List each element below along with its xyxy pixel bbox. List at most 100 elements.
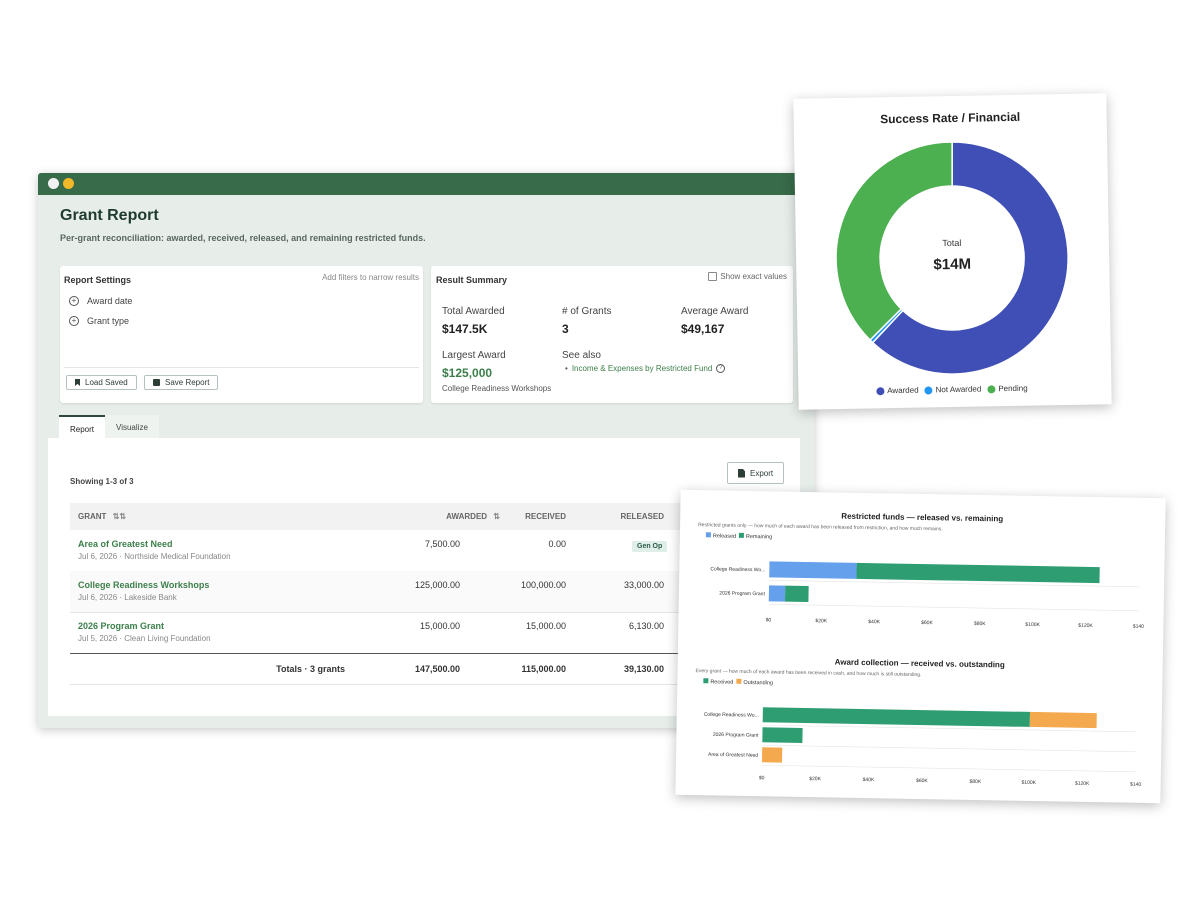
- x-tick-label: $120K: [1078, 623, 1093, 629]
- x-tick-label: $40K: [868, 619, 880, 625]
- bar-outstanding[interactable]: [761, 747, 783, 763]
- awarded-value: 15,000.00: [419, 621, 460, 631]
- bar-received[interactable]: [762, 727, 803, 743]
- load-saved-button[interactable]: Load Saved: [66, 375, 137, 390]
- bar-chart-2: Award collection — received vs. outstand…: [695, 658, 1141, 788]
- x-tick-label: $140: [1130, 782, 1141, 788]
- see-also-link[interactable]: • Income & Expenses by Restricted Fund ?: [565, 364, 726, 373]
- legend-swatch: [738, 532, 744, 538]
- column-awarded[interactable]: AWARDED ⇅: [446, 512, 500, 521]
- average-award-value: $49,167: [681, 322, 725, 336]
- grant-name-link[interactable]: College Readiness Workshops: [78, 580, 210, 590]
- window-titlebar: [38, 173, 814, 195]
- column-received[interactable]: RECEIVED: [525, 512, 566, 521]
- column-released[interactable]: RELEASED: [620, 512, 664, 521]
- x-tick-label: $100K: [1021, 780, 1036, 786]
- num-grants-label: # of Grants: [562, 306, 612, 317]
- bar-remaining[interactable]: [784, 585, 809, 603]
- category-label: College Readiness Wo...: [704, 712, 759, 719]
- largest-award-grant: College Readiness Workshops: [442, 384, 552, 393]
- legend-label: Outstanding: [743, 680, 773, 687]
- legend-label: Released: [713, 533, 736, 539]
- floppy-disk-icon: [153, 379, 160, 386]
- bar-chart-subtitle: Restricted grants only — how much of eac…: [698, 522, 943, 532]
- bar-outstanding[interactable]: [1029, 711, 1097, 729]
- showing-count: Showing 1-3 of 3: [70, 477, 134, 486]
- totals-released: 39,130.00: [623, 664, 664, 674]
- bookmark-icon: [75, 379, 80, 386]
- table-row[interactable]: Area of Greatest Need Jul 6, 2026 · Nort…: [70, 530, 730, 572]
- table-row[interactable]: College Readiness Workshops Jul 6, 2026 …: [70, 571, 730, 613]
- awarded-value: 7,500.00: [424, 539, 460, 549]
- legend-swatch: [703, 678, 709, 684]
- category-label: College Readiness Wo...: [710, 566, 765, 573]
- totals-label: Totals · 3 grants: [276, 664, 345, 674]
- donut-chart-title: Success Rate / Financial: [880, 109, 1021, 127]
- grant-name-link[interactable]: Area of Greatest Need: [78, 539, 173, 549]
- checkbox[interactable]: [708, 272, 718, 281]
- legend-item-pending[interactable]: Pending: [987, 384, 1028, 394]
- plus-circle-icon: +: [69, 296, 79, 306]
- filter-award-date[interactable]: + Award date: [69, 296, 132, 306]
- awarded-value: 125,000.00: [414, 580, 460, 590]
- report-table-panel: Showing 1-3 of 3 Export GRANT ⇅⇅ AWARDED…: [48, 438, 800, 716]
- donut-slice-pending[interactable]: [834, 141, 955, 342]
- export-button[interactable]: Export: [727, 462, 785, 484]
- bar-chart-title: Restricted funds — released vs. remainin…: [841, 512, 1003, 524]
- bar-chart-1: Restricted funds — released vs. remainin…: [698, 512, 1144, 630]
- legend-swatch: [736, 678, 742, 684]
- bar-received[interactable]: [762, 707, 1031, 727]
- x-tick-label: $0: [759, 775, 765, 781]
- help-icon[interactable]: ?: [716, 364, 726, 373]
- x-tick-label: $100K: [1025, 622, 1040, 628]
- tab-report[interactable]: Report: [59, 415, 106, 441]
- result-summary-title: Result Summary: [436, 275, 508, 285]
- divider: [64, 367, 419, 368]
- page-title: Grant Report: [60, 207, 159, 224]
- table-row[interactable]: 2026 Program Grant Jul 5, 2026 · Clean L…: [70, 612, 730, 654]
- totals-received: 115,000.00: [521, 664, 566, 674]
- filter-grant-type[interactable]: + Grant type: [69, 316, 129, 326]
- bar-released[interactable]: [768, 585, 786, 602]
- bar-remaining[interactable]: [856, 562, 1100, 584]
- grant-meta: Jul 5, 2026 · Clean Living Foundation: [78, 634, 211, 643]
- grant-report-window: Grant Report Per-grant reconciliation: a…: [38, 173, 814, 728]
- sort-icon[interactable]: ⇅: [493, 512, 500, 521]
- legend-item-not-awarded[interactable]: Not Awarded: [924, 385, 981, 395]
- tab-visualize[interactable]: Visualize: [105, 415, 159, 441]
- received-value: 15,000.00: [525, 621, 566, 631]
- sort-icon[interactable]: ⇅⇅: [112, 512, 127, 521]
- donut-slice-awarded[interactable]: [869, 140, 1070, 375]
- x-tick-label: $80K: [974, 621, 986, 627]
- legend-dot: [924, 386, 933, 395]
- legend-item-awarded[interactable]: Awarded: [876, 386, 919, 396]
- gridline: [762, 724, 1137, 733]
- bar-chart-title: Award collection — received vs. outstand…: [835, 658, 1005, 670]
- totals-awarded: 147,500.00: [414, 664, 460, 674]
- bar-chart-subtitle: Every grant — how much of each award has…: [695, 668, 921, 678]
- x-tick-label: $40K: [863, 777, 875, 783]
- show-exact-values-toggle[interactable]: Show exact values: [708, 272, 787, 281]
- x-tick-label: $20K: [809, 776, 821, 782]
- filter-label: Award date: [87, 296, 133, 306]
- legend-label: Remaining: [746, 534, 772, 540]
- category-label: 2026 Program Grant: [719, 590, 765, 597]
- donut-legend: Awarded Not Awarded Pending: [798, 382, 1111, 396]
- gridline: [768, 604, 1139, 612]
- see-also-label: See also: [562, 350, 601, 361]
- grant-name-link[interactable]: 2026 Program Grant: [78, 621, 165, 631]
- export-file-icon: [738, 468, 745, 478]
- average-award-label: Average Award: [681, 306, 749, 317]
- filters-hint: Add filters to narrow results: [322, 273, 419, 282]
- window-dot-white[interactable]: [48, 178, 59, 189]
- x-tick-label: $80K: [969, 779, 981, 785]
- window-dot-yellow[interactable]: [63, 178, 74, 189]
- received-value: 0.00: [548, 539, 566, 549]
- totals-row: Totals · 3 grants 147,500.00 115,000.00 …: [70, 654, 730, 685]
- column-grant[interactable]: GRANT ⇅⇅: [78, 512, 127, 521]
- bar-released[interactable]: [769, 561, 857, 579]
- plus-circle-icon: +: [69, 316, 79, 326]
- x-tick-label: $120K: [1075, 781, 1090, 787]
- grant-meta: Jul 6, 2026 · Lakeside Bank: [78, 593, 177, 602]
- save-report-button[interactable]: Save Report: [144, 375, 219, 390]
